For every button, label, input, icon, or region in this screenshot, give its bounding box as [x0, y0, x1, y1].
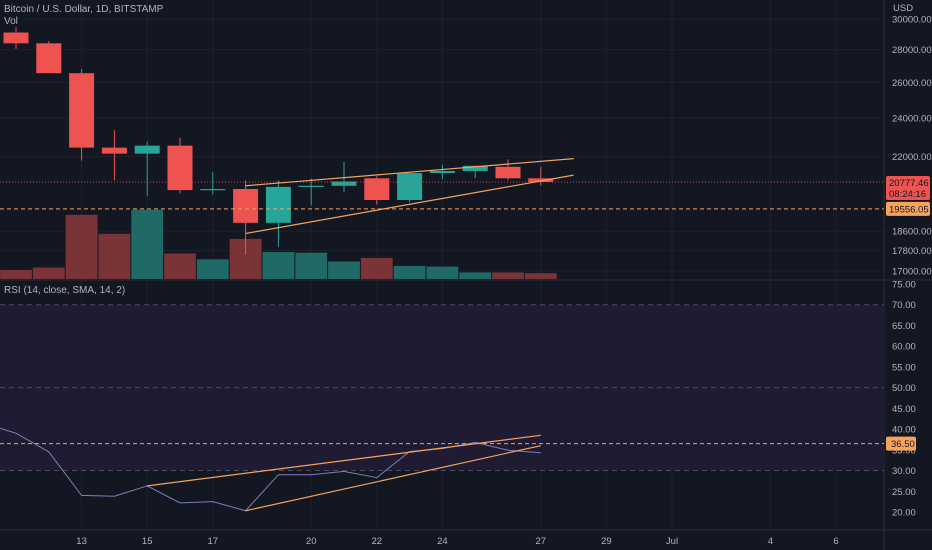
rsi-tick-label: 25.00	[892, 487, 916, 498]
price-axis[interactable]: USD 30000.00 28000.00 26000.00 24000.00 2200…	[892, 3, 932, 278]
rsi-tick-label: 75.00	[892, 280, 916, 291]
candle-body	[167, 145, 193, 191]
price-trendline	[245, 158, 574, 187]
volume-bar	[360, 257, 393, 279]
candle-body	[134, 145, 160, 154]
candle-body	[36, 43, 62, 74]
volume-bar	[393, 265, 426, 279]
volume-bar	[164, 253, 196, 279]
rsi-label: RSI (14, close, SMA, 14, 2)	[4, 285, 126, 296]
candle-body	[3, 32, 29, 44]
price-tick-label: 17800.00	[892, 246, 932, 257]
symbol-legend[interactable]: Bitcoin / U.S. Dollar, 1D, BITSTAMP	[4, 4, 163, 16]
candle-body	[265, 186, 291, 223]
candlesticks	[3, 27, 554, 255]
candle-body	[331, 181, 357, 186]
rsi-tick-label: 55.00	[892, 362, 916, 373]
candle-body	[462, 165, 488, 171]
volume-bar	[295, 252, 328, 279]
price-tick-label: 18600.00	[892, 227, 932, 238]
rsi-current-tag	[886, 436, 916, 451]
rsi-layer	[0, 304, 884, 512]
last-price-tag	[886, 175, 930, 200]
level-price-value: 19556.05	[889, 204, 929, 215]
rsi-tick-label: 35.00	[892, 445, 916, 456]
candle-body	[200, 189, 226, 191]
candle-body	[298, 185, 324, 187]
candle-body	[429, 170, 455, 174]
rsi-tick-label: 20.00	[892, 508, 916, 519]
volume-bar	[426, 266, 459, 279]
time-tick-label: 4	[768, 536, 773, 547]
price-tick-label: 17000.00	[892, 267, 932, 278]
time-tick-label: 6	[833, 536, 838, 547]
volume-bar	[328, 261, 360, 279]
volume-bar	[459, 272, 492, 279]
countdown-value: 08:24:16	[889, 189, 926, 200]
price-tick-label: 28000.00	[892, 45, 932, 56]
candle-body	[364, 178, 390, 201]
rsi-legend[interactable]: RSI (14, close, SMA, 14, 2)	[4, 285, 125, 297]
candle-body	[233, 189, 259, 223]
candle-body	[101, 147, 127, 154]
volume-bar	[524, 273, 557, 279]
volume-bar	[65, 214, 98, 279]
volume-bar	[98, 233, 131, 279]
candle-body	[528, 178, 554, 182]
rsi-tick-label: 50.00	[892, 383, 916, 394]
rsi-tick-label: 60.00	[892, 342, 916, 353]
rsi-tick-label: 40.00	[892, 425, 916, 436]
time-tick-label: Jul	[666, 536, 678, 547]
volume-label: Vol	[4, 16, 18, 27]
price-tick-label: 30000.00	[892, 15, 932, 26]
rsi-axis[interactable]: 75.00 70.00 65.00 60.00 55.00 50.00 45.00 40.00…	[892, 280, 916, 519]
volume-legend[interactable]: Vol	[4, 16, 18, 28]
volume-bar	[131, 209, 164, 279]
price-lines	[0, 158, 884, 235]
last-price-value: 20777.46	[889, 178, 929, 189]
time-tick-label: 17	[208, 536, 219, 547]
volume-bar	[492, 272, 524, 279]
symbol-title: Bitcoin / U.S. Dollar, 1D, BITSTAMP	[4, 4, 164, 15]
candle-body	[495, 166, 521, 179]
volume-bar	[262, 252, 295, 279]
time-tick-label: 27	[536, 536, 547, 547]
price-trendline	[245, 174, 574, 235]
time-tick-label: 15	[142, 536, 153, 547]
time-tick-label: 13	[76, 536, 87, 547]
rsi-tick-label: 70.00	[892, 300, 916, 311]
volume-bar	[196, 259, 229, 279]
volume-bar	[0, 269, 32, 279]
rsi-tick-label: 30.00	[892, 466, 916, 477]
rsi-trendline	[147, 434, 541, 487]
rsi-tick-label: 65.00	[892, 321, 916, 332]
candle-body	[69, 73, 95, 148]
rsi-tick-label: 45.00	[892, 404, 916, 415]
level-price-tag	[886, 201, 930, 216]
price-tick-label: 22000.00	[892, 152, 932, 163]
rsi-current-value: 36.50	[891, 439, 915, 450]
rsi-trendline	[245, 445, 541, 512]
currency-label: USD	[893, 3, 913, 14]
time-tick-label: 24	[437, 536, 448, 547]
time-tick-label: 20	[306, 536, 317, 547]
price-tick-label: 26000.00	[892, 78, 932, 89]
time-tick-label: 29	[601, 536, 612, 547]
time-tick-label: 22	[372, 536, 383, 547]
time-axis[interactable]: 13 15 17 20 22 24 27 29 Jul 4 6	[76, 536, 838, 547]
volume-bar	[32, 267, 65, 279]
candle-body	[397, 173, 423, 201]
price-tick-label: 24000.00	[892, 114, 932, 125]
volume-bars	[0, 209, 557, 279]
